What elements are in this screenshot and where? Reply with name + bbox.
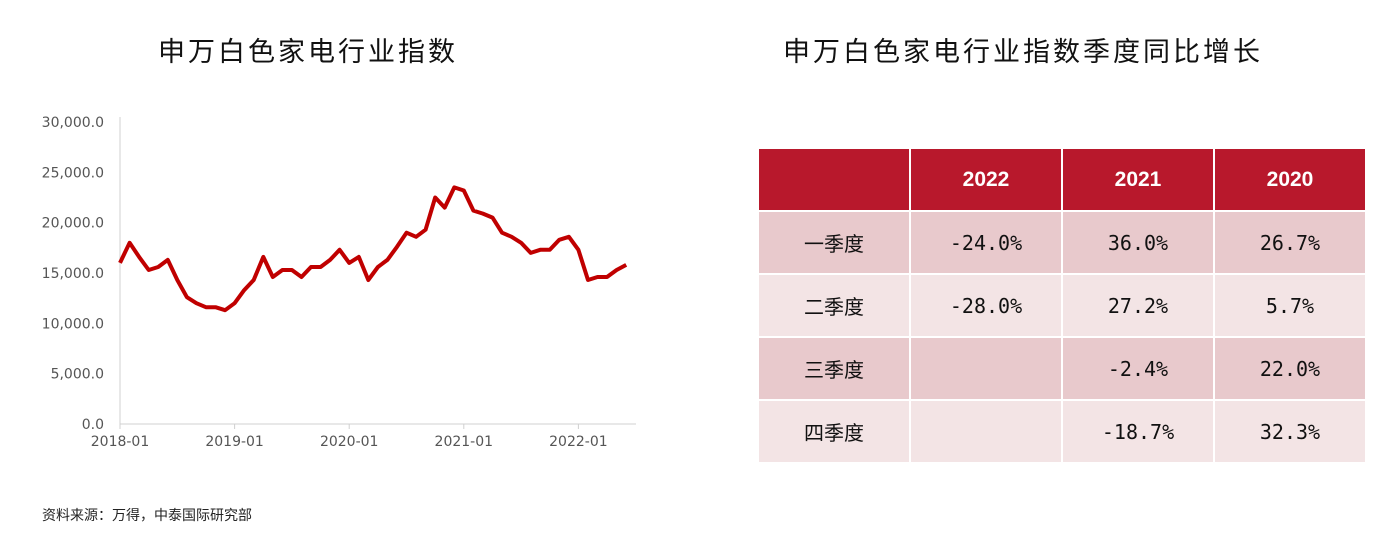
table-cell: 22.0% <box>1213 336 1367 401</box>
y-tick-label: 10,000.0 <box>42 316 104 332</box>
table-row: 一季度 -24.0% 36.0% 26.7% <box>757 210 1367 275</box>
table-title: 申万白色家电行业指数季度同比增长 <box>783 37 1263 68</box>
table-row: 三季度 -2.4% 22.0% <box>757 336 1367 401</box>
table-cell: 26.7% <box>1213 210 1367 275</box>
row-label: 三季度 <box>757 336 911 401</box>
x-tick-label: 2022-01 <box>549 434 608 450</box>
table-cell: -28.0% <box>909 273 1063 338</box>
line-chart: 0.0 5,000.0 10,000.0 15,000.0 20,000.0 25,000… <box>42 115 636 450</box>
y-tick-label: 20,000.0 <box>42 216 104 232</box>
line-chart-title: 申万白色家电行业指数 <box>158 37 458 68</box>
table-row: 二季度 -28.0% 27.2% 5.7% <box>757 273 1367 338</box>
table-row: 四季度 -18.7% 32.3% <box>757 399 1367 464</box>
header-cell: 2022 <box>909 147 1063 212</box>
table-cell: -24.0% <box>909 210 1063 275</box>
table-cell: 5.7% <box>1213 273 1367 338</box>
source-note: 资料来源：万得，中泰国际研究部 <box>42 508 252 524</box>
y-tick-label: 0.0 <box>82 417 104 433</box>
row-label: 一季度 <box>757 210 911 275</box>
header-cell: 2021 <box>1061 147 1215 212</box>
row-label: 二季度 <box>757 273 911 338</box>
x-tick-label: 2020-01 <box>320 434 379 450</box>
x-tick-label: 2019-01 <box>205 434 264 450</box>
table-cell: -18.7% <box>1061 399 1215 464</box>
quarterly-growth-table: 2022 2021 2020 一季度 -24.0% 36.0% 26.7% 二季… <box>757 147 1367 464</box>
table-cell: -2.4% <box>1061 336 1215 401</box>
table-cell: 36.0% <box>1061 210 1215 275</box>
y-tick-label: 15,000.0 <box>42 266 104 282</box>
y-tick-label: 25,000.0 <box>42 165 104 181</box>
index-line <box>118 185 628 313</box>
y-tick-label: 5,000.0 <box>51 367 104 383</box>
row-label: 四季度 <box>757 399 911 464</box>
table-cell: 32.3% <box>1213 399 1367 464</box>
table-cell <box>909 399 1063 464</box>
x-tick-label: 2021-01 <box>435 434 494 450</box>
y-tick-label: 30,000.0 <box>42 115 104 131</box>
table-cell <box>909 336 1063 401</box>
table-cell: 27.2% <box>1061 273 1215 338</box>
table-header-row: 2022 2021 2020 <box>757 147 1367 212</box>
header-cell <box>757 147 911 212</box>
x-tick-label: 2018-01 <box>91 434 150 450</box>
header-cell: 2020 <box>1213 147 1367 212</box>
